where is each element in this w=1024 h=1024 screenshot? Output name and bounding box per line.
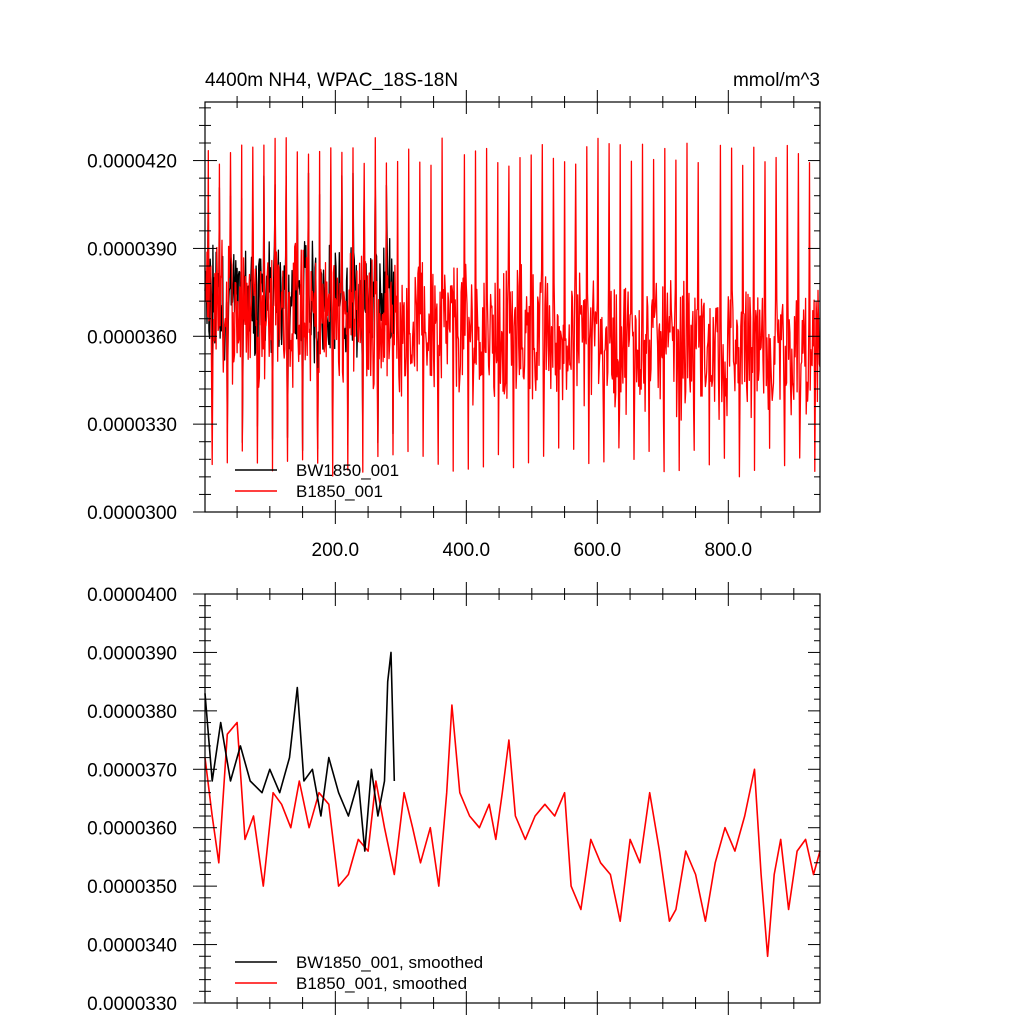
legend-label: B1850_001 <box>296 482 383 501</box>
top-series-layer <box>204 137 821 478</box>
plot-frame <box>204 101 821 513</box>
y-tick-label: 0.0000350 <box>87 877 177 898</box>
y-tick-label: 0.0000390 <box>87 643 177 664</box>
x-tick-label: 800.0 <box>705 540 753 561</box>
top-panel-title: 4400m NH4, WPAC_18S-18N <box>205 70 458 91</box>
legend-label: B1850_001, smoothed <box>296 974 467 993</box>
y-tick-label: 0.0000380 <box>87 702 177 723</box>
top-axes: 0.0000300 0.0000330 0.0000360 0.0000390 0.00… <box>87 90 821 561</box>
top-panel: 4400m NH4, WPAC_18S-18N mmol/m^3 0.00003… <box>87 70 821 561</box>
series-line-1 <box>204 137 821 478</box>
bottom-panel: 0.0000330 0.0000340 0.0000350 0.0000360 0.00… <box>87 582 821 1015</box>
legend-label: BW1850_001 <box>296 461 399 480</box>
y-tick-label: 0.0000370 <box>87 760 177 781</box>
x-tick-label: 400.0 <box>443 540 491 561</box>
y-tick-label: 0.0000420 <box>87 152 177 173</box>
top-legend: BW1850_001 B1850_001 <box>235 461 399 501</box>
bottom-axes: 0.0000330 0.0000340 0.0000350 0.0000360 0.00… <box>87 582 821 1015</box>
x-tick-label: 200.0 <box>312 540 360 561</box>
plot-frame <box>204 593 821 1004</box>
series-line-0 <box>204 651 396 852</box>
y-tick-label: 0.0000340 <box>87 936 177 957</box>
bottom-legend: BW1850_001, smoothed B1850_001, smoothed <box>235 953 483 993</box>
series-line-1 <box>204 704 821 958</box>
x-tick-label: 600.0 <box>574 540 622 561</box>
top-panel-units: mmol/m^3 <box>733 70 820 91</box>
legend-label: BW1850_001, smoothed <box>296 953 483 972</box>
y-tick-label: 0.0000330 <box>87 994 177 1015</box>
bottom-series-layer <box>204 651 821 958</box>
y-tick-label: 0.0000300 <box>87 503 177 524</box>
y-tick-label: 0.0000360 <box>87 327 177 348</box>
y-tick-label: 0.0000330 <box>87 415 177 436</box>
y-tick-label: 0.0000400 <box>87 585 177 606</box>
y-tick-label: 0.0000360 <box>87 819 177 840</box>
y-tick-label: 0.0000390 <box>87 239 177 260</box>
